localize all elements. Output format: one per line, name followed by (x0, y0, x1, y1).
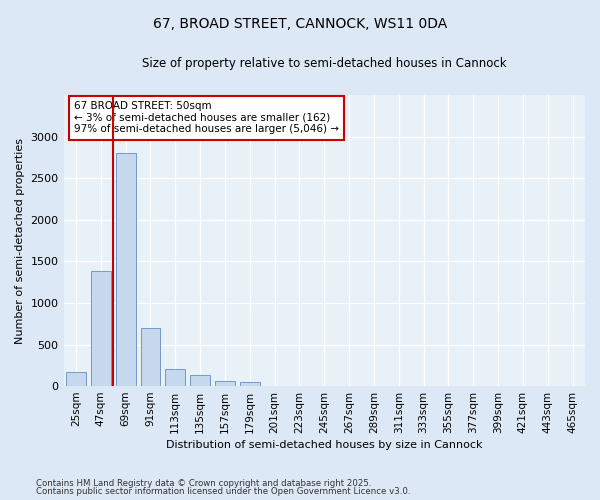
Bar (190, 376, 210, 386)
Bar (166, 370, 185, 386)
Y-axis label: Number of semi-detached properties: Number of semi-detached properties (15, 138, 25, 344)
Text: 67, BROAD STREET, CANNOCK, WS11 0DA: 67, BROAD STREET, CANNOCK, WS11 0DA (153, 18, 447, 32)
Text: Contains HM Land Registry data © Crown copyright and database right 2025.: Contains HM Land Registry data © Crown c… (36, 478, 371, 488)
X-axis label: Distribution of semi-detached houses by size in Cannock: Distribution of semi-detached houses by … (166, 440, 482, 450)
Title: Size of property relative to semi-detached houses in Cannock: Size of property relative to semi-detach… (142, 58, 506, 70)
Bar (240, 382, 260, 386)
Bar (66, 372, 86, 386)
Bar (140, 328, 160, 386)
Text: Contains public sector information licensed under the Open Government Licence v3: Contains public sector information licen… (36, 487, 410, 496)
Text: 67 BROAD STREET: 50sqm
← 3% of semi-detached houses are smaller (162)
97% of sem: 67 BROAD STREET: 50sqm ← 3% of semi-deta… (74, 101, 339, 134)
Bar (215, 380, 235, 386)
Bar (91, 270, 111, 386)
Bar (116, 154, 136, 386)
